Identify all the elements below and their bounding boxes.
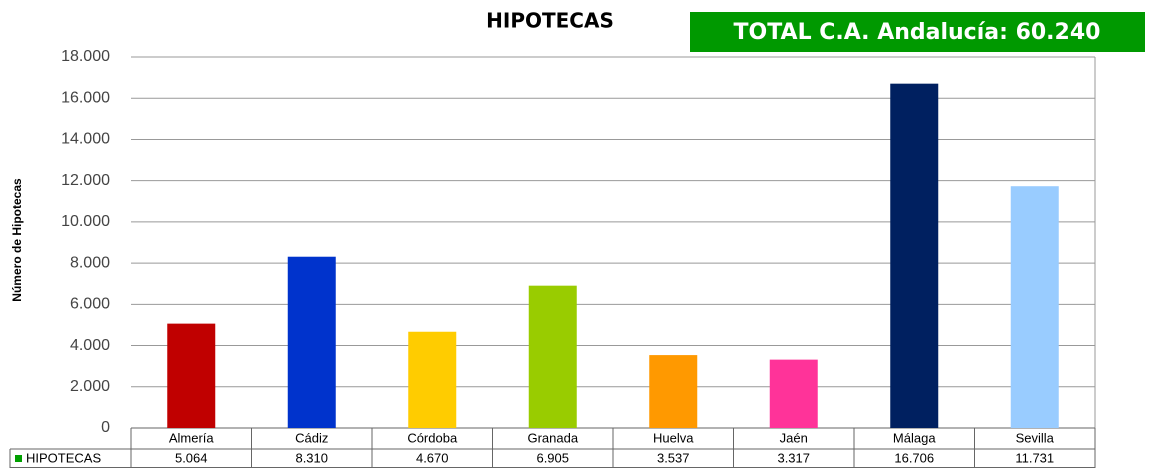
annotation: TOTAL C.A. Andalucía: 60.240 bbox=[734, 20, 1101, 45]
bar bbox=[769, 359, 818, 428]
x-tick-label: Huelva bbox=[653, 430, 694, 445]
y-tick-label: 18.000 bbox=[61, 48, 110, 65]
y-tick-label: 6.000 bbox=[70, 296, 110, 313]
y-tick-label: 4.000 bbox=[70, 337, 110, 354]
y-axis-label: Número de Hipotecas bbox=[10, 178, 24, 302]
x-tick-label: Málaga bbox=[893, 430, 936, 445]
x-tick-label: Córdoba bbox=[407, 430, 458, 445]
y-tick-label: 16.000 bbox=[61, 89, 110, 106]
y-tick-label: 2.000 bbox=[70, 378, 110, 395]
bar bbox=[1010, 186, 1059, 428]
value-label: 6.905 bbox=[536, 450, 569, 465]
y-tick-label: 12.000 bbox=[61, 172, 110, 189]
y-tick-label: 0 bbox=[101, 419, 110, 436]
value-label: 5.064 bbox=[175, 450, 208, 465]
bar bbox=[167, 323, 216, 428]
bar bbox=[287, 256, 336, 428]
y-tick-label: 8.000 bbox=[70, 254, 110, 271]
bar bbox=[649, 355, 698, 428]
value-label: 8.310 bbox=[295, 450, 328, 465]
value-label: 3.537 bbox=[657, 450, 690, 465]
x-tick-label: Sevilla bbox=[1016, 430, 1055, 445]
bar bbox=[890, 83, 939, 428]
value-label: 3.317 bbox=[777, 450, 810, 465]
value-label: 16.706 bbox=[894, 450, 934, 465]
value-label: 11.731 bbox=[1015, 450, 1054, 465]
bar bbox=[528, 285, 577, 428]
x-tick-label: Cádiz bbox=[295, 430, 328, 445]
legend-label: HIPOTECAS bbox=[26, 450, 101, 465]
annotation-box bbox=[690, 12, 1145, 52]
x-tick-label: Jaén bbox=[780, 430, 808, 445]
legend-marker bbox=[15, 455, 22, 462]
bar bbox=[408, 331, 457, 428]
x-tick-label: Granada bbox=[527, 430, 578, 445]
y-tick-label: 10.000 bbox=[61, 213, 110, 230]
value-label: 4.670 bbox=[416, 450, 449, 465]
chart-title: HIPOTECAS bbox=[486, 9, 614, 33]
y-tick-label: 14.000 bbox=[61, 131, 110, 148]
x-tick-label: Almería bbox=[169, 430, 215, 445]
